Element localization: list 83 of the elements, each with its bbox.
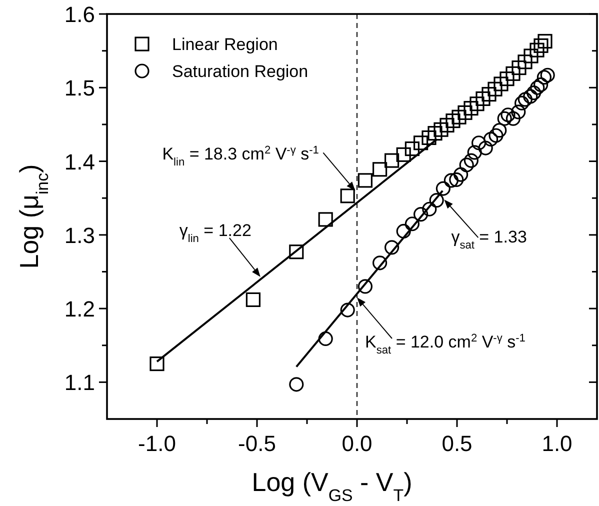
point bbox=[512, 60, 526, 76]
point bbox=[478, 140, 493, 156]
point bbox=[372, 256, 388, 270]
x-tick-label: 0.0 bbox=[342, 431, 372, 456]
point bbox=[414, 136, 428, 150]
x-tick-label: -1.0 bbox=[138, 431, 176, 456]
point bbox=[458, 105, 472, 120]
point bbox=[530, 42, 544, 58]
annotation: K$_{lin}$ = 18.3 cm$^{2}$ V$^{-γ}$ s$^{-1}$ bbox=[162, 144, 319, 169]
y-tick-label: 1.1 bbox=[64, 370, 95, 396]
y-tick-label: 1.2 bbox=[64, 296, 95, 322]
point bbox=[488, 128, 504, 143]
point bbox=[534, 38, 548, 53]
point bbox=[396, 147, 411, 162]
point bbox=[318, 212, 333, 227]
point bbox=[526, 85, 542, 100]
point bbox=[514, 96, 530, 110]
point bbox=[506, 111, 520, 126]
point bbox=[318, 331, 333, 346]
point bbox=[497, 111, 512, 126]
point bbox=[436, 181, 450, 196]
point bbox=[518, 54, 532, 70]
point bbox=[494, 76, 508, 92]
legend-label: Saturation Region bbox=[172, 62, 308, 81]
point bbox=[414, 206, 428, 222]
point bbox=[523, 89, 538, 104]
point bbox=[150, 356, 164, 372]
point bbox=[358, 279, 372, 294]
point bbox=[404, 141, 420, 156]
point bbox=[452, 110, 466, 124]
legend-label: Linear Region bbox=[172, 35, 278, 54]
point bbox=[536, 70, 552, 85]
point bbox=[488, 82, 502, 96]
point bbox=[464, 153, 478, 168]
x-tick-label: 0.5 bbox=[442, 431, 472, 456]
point bbox=[449, 172, 464, 187]
point bbox=[476, 91, 490, 106]
point bbox=[358, 173, 372, 188]
annotation: γ$_{lin}$ = 1.22 bbox=[179, 220, 252, 245]
point bbox=[340, 302, 355, 318]
y-tick-label: 1.6 bbox=[64, 2, 95, 27]
point bbox=[518, 92, 532, 107]
point bbox=[289, 244, 304, 260]
point bbox=[472, 136, 486, 150]
point bbox=[534, 77, 548, 92]
point bbox=[404, 216, 420, 232]
x-tick-label: -0.5 bbox=[238, 431, 276, 456]
point bbox=[506, 66, 520, 81]
point bbox=[540, 68, 555, 82]
y-tick-label: 1.3 bbox=[64, 222, 95, 248]
y-tick-label: 1.4 bbox=[64, 149, 95, 174]
point bbox=[434, 122, 448, 137]
point bbox=[524, 48, 538, 64]
point bbox=[246, 292, 260, 308]
point bbox=[384, 240, 400, 255]
point bbox=[422, 202, 437, 216]
point bbox=[500, 72, 514, 86]
point bbox=[372, 162, 388, 177]
point bbox=[511, 104, 526, 120]
point bbox=[289, 377, 304, 392]
point bbox=[538, 34, 552, 49]
point bbox=[500, 108, 516, 122]
x-axis-title: Log (V$_{GS}$ - V$_{T}$) bbox=[252, 467, 412, 504]
point bbox=[396, 224, 411, 239]
point bbox=[470, 96, 484, 112]
point bbox=[446, 113, 460, 128]
point bbox=[464, 100, 478, 116]
annotation: K$_{sat}$ = 12.0 cm$^{2}$ V$^{-γ}$ s$^{-1}$ bbox=[365, 332, 526, 356]
point bbox=[422, 130, 436, 146]
point bbox=[340, 188, 355, 204]
point bbox=[384, 153, 400, 168]
point bbox=[444, 173, 458, 188]
annotation: γ$_{sat}$ = 1.33 bbox=[451, 228, 527, 252]
y-tick-label: 1.5 bbox=[64, 76, 95, 101]
point bbox=[454, 167, 468, 182]
point bbox=[429, 193, 444, 208]
point bbox=[440, 118, 454, 132]
point bbox=[467, 145, 482, 160]
point bbox=[492, 123, 507, 138]
x-tick-label: 1.0 bbox=[542, 431, 572, 456]
point bbox=[482, 86, 496, 102]
point bbox=[459, 158, 474, 172]
point bbox=[428, 126, 442, 141]
